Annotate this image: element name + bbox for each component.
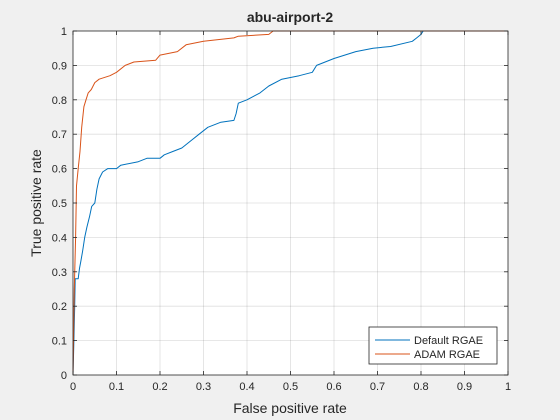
x-tick-label: 0.6 (326, 381, 341, 393)
y-tick-label: 0.5 (52, 198, 67, 210)
x-tick-label: 0.4 (239, 381, 254, 393)
y-tick-label: 0.1 (52, 336, 67, 348)
y-tick-label: 0.6 (52, 164, 67, 176)
x-tick-label: 0 (70, 381, 76, 393)
y-tick-label: 0.4 (52, 232, 67, 244)
plot-area (73, 31, 508, 375)
series-lines (72, 30, 508, 376)
x-axis-label: False positive rate (233, 400, 347, 416)
y-tick-label: 1 (61, 26, 67, 38)
x-tick-label: 0.1 (109, 381, 124, 393)
legend-box (368, 326, 498, 365)
x-tick-label: 0.2 (152, 381, 167, 393)
grid-lines (73, 31, 508, 375)
chart-title: abu-airport-2 (247, 9, 334, 25)
y-tick-label: 0.7 (52, 129, 67, 141)
x-tick-label: 0.8 (413, 381, 428, 393)
y-tick-label: 0.9 (52, 60, 67, 72)
y-tick-label: 0 (61, 370, 67, 382)
series-line-adam-rgae (72, 30, 508, 376)
x-tick-label: 1 (505, 381, 511, 393)
series-line-default-rgae (72, 30, 508, 376)
y-axis-label: True positive rate (28, 149, 44, 257)
x-tick-label: 0.7 (370, 381, 385, 393)
x-tick-label: 0.9 (457, 381, 472, 393)
legend-entry-adam-rgae: ADAM RGAE (414, 349, 480, 361)
y-tick-label: 0.3 (52, 267, 67, 279)
legend-entry-default-rgae: Default RGAE (414, 335, 483, 347)
legend[interactable]: Default RGAE ADAM RGAE (368, 326, 498, 365)
x-tick-label: 0.3 (196, 381, 211, 393)
y-tick-label: 0.2 (52, 301, 67, 313)
y-tick-label: 0.8 (52, 95, 67, 107)
x-tick-label: 0.5 (283, 381, 298, 393)
axis-ticks: 0 0.1 0.2 0.3 0.4 0.5 0.6 0.7 0.8 0.9 1 0 0.1 0.2 0.3 0… (52, 26, 511, 393)
